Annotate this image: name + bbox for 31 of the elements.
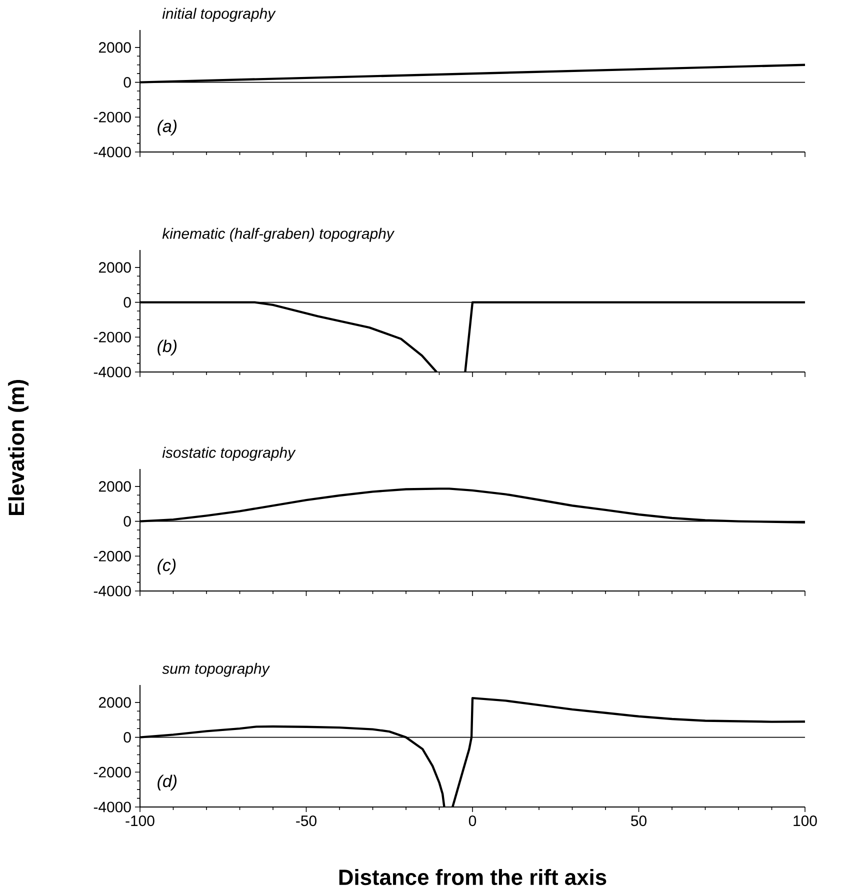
x-tick-label: -100 xyxy=(126,816,154,826)
y-tick-label: 2000 xyxy=(98,481,131,492)
chart-title: isostatic topography xyxy=(162,446,296,461)
x-tick-label: -50 xyxy=(296,816,316,826)
y-tick-label: 0 xyxy=(124,732,131,743)
y-tick-label: -2000 xyxy=(94,550,131,562)
chart-title: initial topography xyxy=(162,8,276,22)
annotation: (d) xyxy=(158,774,177,790)
y-tick-label: -4000 xyxy=(94,586,131,596)
annotation: (c) xyxy=(158,558,176,574)
chart-title: sum topography xyxy=(162,662,270,677)
annotation: (b) xyxy=(158,340,177,356)
y-tick-label: -4000 xyxy=(94,802,131,812)
x-tick-label: 0 xyxy=(468,816,476,826)
y-tick-label: 2000 xyxy=(98,42,131,53)
y-tick-label: 2000 xyxy=(98,262,131,273)
y-tick-label: -4000 xyxy=(94,366,131,378)
y-tick-label: -2000 xyxy=(94,766,131,778)
x-tick-label: 100 xyxy=(794,816,817,826)
chart-title: kinematic (half-graben) topography xyxy=(162,228,395,242)
y-tick-label: -4000 xyxy=(94,146,131,158)
x-tick-label: 50 xyxy=(631,816,646,826)
y-tick-label: -2000 xyxy=(94,332,131,342)
y-tick-label: 0 xyxy=(124,297,131,308)
y-axis-title: Elevation (m) xyxy=(8,380,29,515)
y-tick-label: 0 xyxy=(124,516,131,527)
y-tick-label: 2000 xyxy=(98,697,131,708)
x-axis-title: Distance from the rift axis xyxy=(339,868,606,886)
y-tick-label: -2000 xyxy=(94,112,131,122)
y-tick-label: 0 xyxy=(124,77,131,88)
annotation: (a) xyxy=(158,120,177,136)
